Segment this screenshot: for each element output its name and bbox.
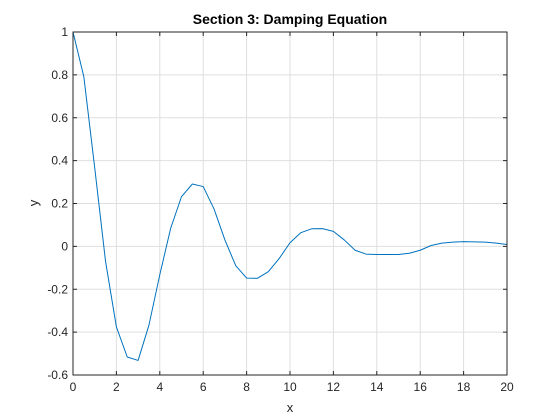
y-tick-label: 0.8 [51,68,68,82]
x-tick-label: 12 [327,380,341,394]
x-axis-ticks: 0 2 4 6 8 10 12 14 16 18 20 [70,32,514,394]
y-tick-label: 0.4 [51,154,68,168]
y-tick-label: -0.6 [47,368,68,382]
x-tick-label: 10 [283,380,297,394]
x-tick-label: 20 [500,380,514,394]
x-tick-label: 2 [113,380,120,394]
y-tick-label: -0.4 [47,325,68,339]
x-axis-label: x [287,400,294,415]
y-axis-label: y [26,199,41,206]
y-axis-ticks: -0.6 -0.4 -0.2 0 0.2 0.4 0.6 0.8 1 [47,25,507,382]
y-tick-label: -0.2 [47,282,68,296]
x-tick-label: 6 [200,380,207,394]
x-tick-label: 16 [414,380,428,394]
x-tick-label: 8 [243,380,250,394]
x-tick-label: 0 [70,380,77,394]
y-tick-label: 1 [61,25,68,39]
y-tick-label: 0.6 [51,111,68,125]
x-tick-label: 4 [156,380,163,394]
series-line [72,31,508,361]
x-tick-label: 14 [370,380,384,394]
grid-lines [73,32,507,375]
x-tick-label: 18 [457,380,471,394]
y-tick-label: 0.2 [51,197,68,211]
y-tick-label: 0 [61,239,68,253]
chart-title: Section 3: Damping Equation [193,11,387,27]
